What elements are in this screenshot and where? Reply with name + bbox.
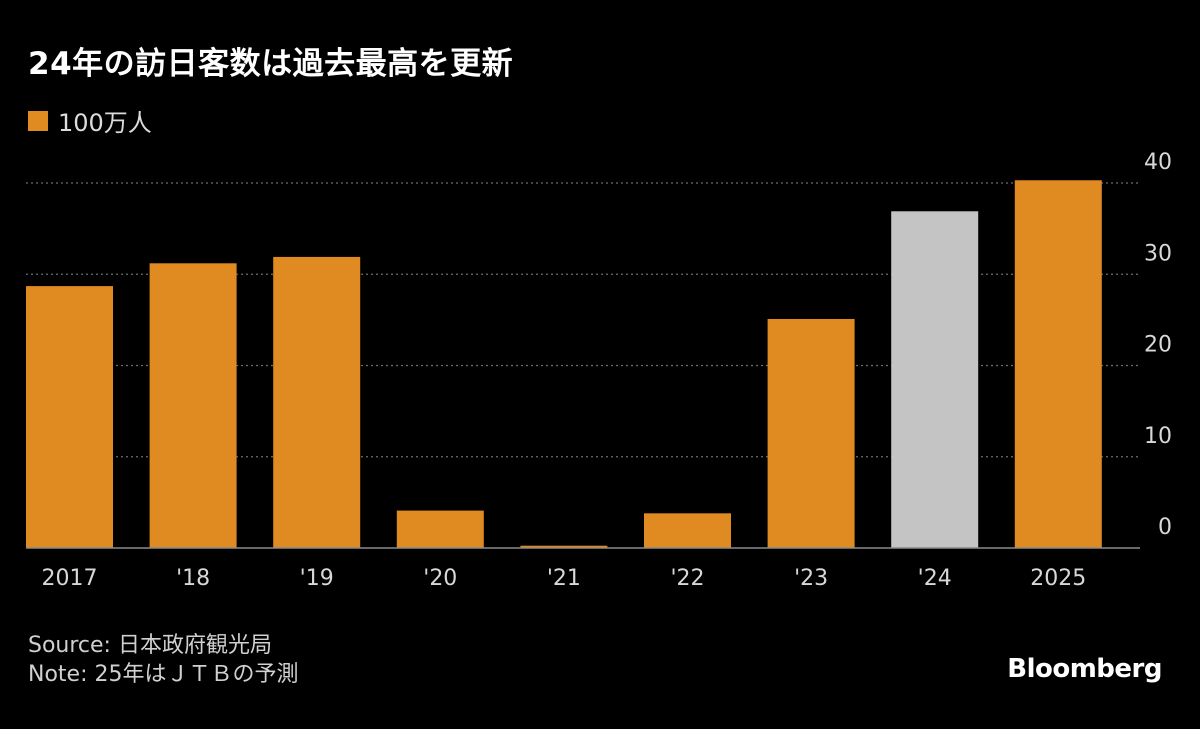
y-tick-label: 10 [1144,424,1172,449]
source-note: Source: 日本政府観光局 [28,633,272,658]
bar-chart: 0 10 20 30 40 2017 '18 '19 '20 '21 '22 '23 '24 2025 [26,150,1172,591]
y-axis-ticks: 0 10 20 30 40 [1144,150,1172,540]
legend-swatch [28,110,48,131]
bloomberg-logo: Bloomberg [1007,654,1162,684]
legend-label: 100万人 [58,109,152,137]
x-tick-label: '20 [423,566,457,591]
bar [149,263,237,548]
bars [26,180,1102,548]
y-tick-label: 40 [1144,150,1172,175]
y-tick-label: 20 [1144,333,1172,358]
bar [396,510,484,548]
bar [520,545,608,548]
y-tick-label: 30 [1144,241,1172,266]
y-tick-label: 0 [1158,515,1172,540]
chart-title: 24年の訪日客数は過去最高を更新 [28,46,514,82]
bar [1014,180,1102,548]
bar [273,256,361,548]
bar [891,211,979,548]
x-tick-label: '18 [176,566,210,591]
bar [644,513,731,548]
x-tick-label: '21 [547,566,581,591]
bar [26,286,113,548]
forecast-note: Note: 25年はＪＴＢの予測 [28,662,299,687]
x-tick-label: 2017 [42,566,98,591]
footer: Source: 日本政府観光局 Note: 25年はＪＴＢの予測 [28,631,298,689]
x-tick-label: '23 [794,566,828,591]
legend: 100万人 [28,103,152,138]
x-axis-ticks: 2017 '18 '19 '20 '21 '22 '23 '24 2025 [42,566,1087,591]
x-tick-label: '19 [300,566,334,591]
x-tick-label: 2025 [1030,566,1086,591]
x-tick-label: '24 [918,566,952,591]
x-tick-label: '22 [670,566,704,591]
bar [767,318,855,548]
